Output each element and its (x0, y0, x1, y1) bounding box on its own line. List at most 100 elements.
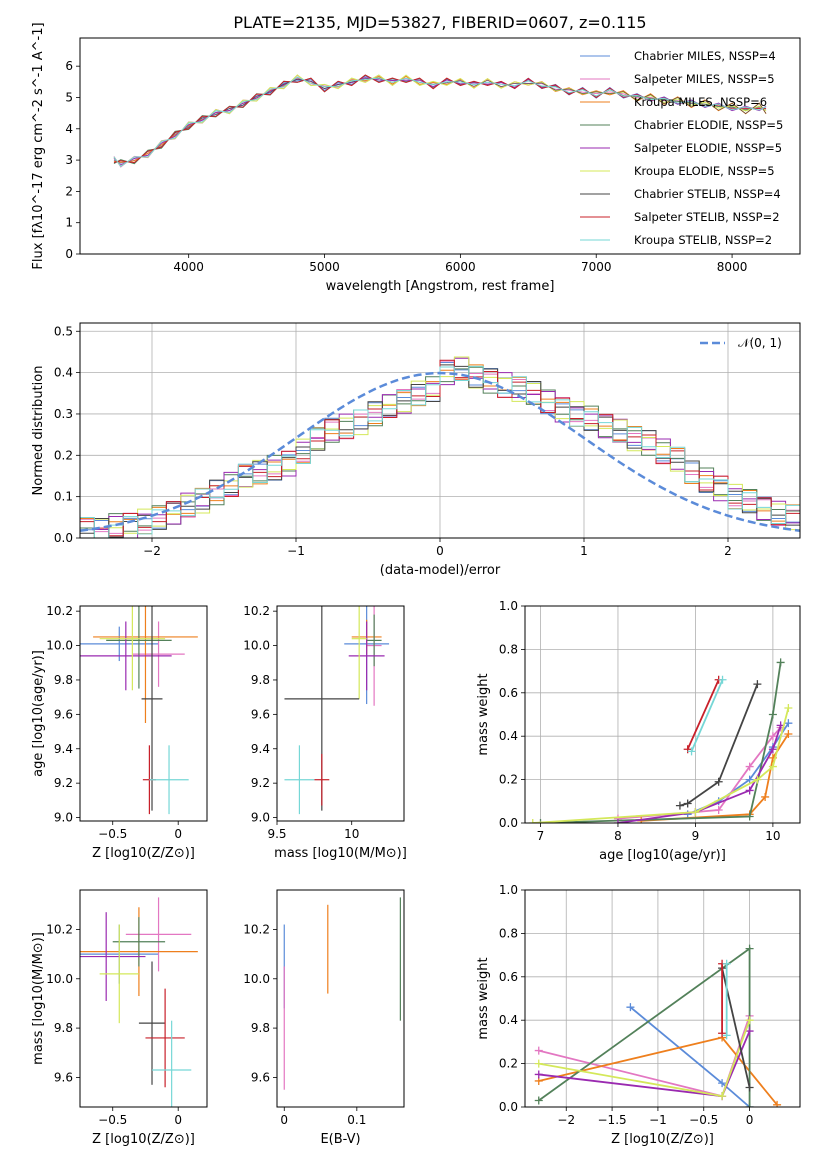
x-tick-label: −0.5 (98, 1113, 127, 1127)
x-tick-label: 0 (436, 544, 444, 558)
x-tick-label: −0.5 (98, 827, 127, 841)
plot-area (80, 356, 800, 538)
legend-label: Chabrier STELIB, NSSP=4 (634, 187, 781, 201)
x-tick-label: 9.5 (267, 827, 286, 841)
series-marker (753, 775, 762, 784)
x-tick-label: 7000 (581, 260, 612, 274)
x-axis-label: mass [log10(M/M⊙)] (274, 846, 407, 861)
panel-mass_vs_Z: −0.5 0 9.6 9.8 10.0 10.2 Z [log10(Z/Z⊙)] mass [… (31, 889, 208, 1147)
series-marker (722, 1031, 731, 1040)
x-axis-label: Z [log10(Z/Z⊙)] (92, 846, 195, 861)
y-axis-label: age [log10(age/yr)] (31, 650, 46, 777)
x-tick-label: 8 (614, 829, 622, 843)
y-tick-label: 0.2 (54, 448, 73, 462)
x-tick-label: 0 (174, 827, 182, 841)
series-marker (613, 819, 622, 823)
y-tick-label: 5 (65, 90, 73, 104)
series-marker (718, 1029, 727, 1038)
y-tick-label: 10.0 (243, 972, 270, 986)
y-tick-label: 9.6 (54, 1070, 73, 1084)
x-tick-label: −1.5 (598, 1113, 627, 1127)
y-tick-label: 0.8 (499, 926, 518, 940)
y-tick-label: 4 (65, 122, 73, 136)
y-tick-label: 10.0 (243, 639, 270, 653)
plot-area (283, 897, 401, 1090)
series-marker (626, 1003, 635, 1012)
y-axis-label: mass [log10(M/M⊙)] (31, 932, 46, 1065)
series-line (690, 679, 724, 752)
panel-massweight_vs_Z: −2 −1.5 −1 −0.5 0 0.0 0.2 0.4 0.6 0.8 1.0 Z [log10(… (476, 883, 801, 1147)
series-marker (745, 812, 754, 821)
x-axis-label: (data-model)/error (380, 563, 501, 578)
x-tick-label: 10 (344, 827, 359, 841)
y-tick-label: 10.0 (46, 972, 73, 986)
y-tick-label: 10.2 (243, 604, 270, 618)
histogram-step (80, 365, 800, 538)
y-tick-label: 9.6 (251, 1070, 270, 1084)
panel-age_vs_mass: 9.5 10 9.0 9.2 9.4 9.6 9.8 10.0 10.2 mass [log10(… (243, 604, 407, 861)
series-marker (768, 732, 777, 741)
spectrum-line (113, 76, 767, 168)
y-tick-label: 3 (65, 153, 73, 167)
plot-area (284, 606, 390, 815)
x-tick-label: −1 (649, 1113, 667, 1127)
y-tick-label: 6 (65, 59, 73, 73)
x-tick-label: 4000 (173, 260, 204, 274)
x-axis-label: Z [log10(Z/Z⊙)] (611, 1132, 714, 1147)
series-marker (718, 1079, 727, 1088)
legend-label: Salpeter STELIB, NSSP=2 (634, 210, 780, 224)
axes-frame (524, 889, 801, 1108)
series-marker (776, 658, 785, 667)
y-tick-label: 9.4 (54, 742, 73, 756)
series-marker (718, 675, 727, 684)
panel-age_vs_Z: −0.5 0 9.0 9.2 9.4 9.6 9.8 10.0 10.2 Z [log10(Z/Z… (31, 604, 208, 861)
x-axis-label: E(B-V) (320, 1132, 360, 1147)
legend-label: Kroupa STELIB, NSSP=2 (634, 233, 772, 247)
series-marker (745, 786, 754, 795)
x-tick-label: −2 (557, 1113, 575, 1127)
legend-label: Chabrier MILES, NSSP=4 (634, 49, 776, 63)
series-marker (745, 1016, 754, 1025)
axes-frame (79, 605, 208, 822)
x-tick-label: 10 (765, 829, 780, 843)
y-tick-label: 0.4 (499, 1013, 518, 1027)
y-tick-label: 0.2 (499, 773, 518, 787)
series-line (540, 662, 782, 823)
series-marker (687, 747, 696, 756)
series-marker (784, 730, 793, 739)
x-tick-label: 1 (580, 544, 588, 558)
y-axis-label: mass weight (476, 957, 491, 1039)
legend-label: Kroupa MILES, NSSP=6 (634, 95, 767, 109)
series-marker (784, 703, 793, 712)
axes-frame (524, 605, 801, 824)
figure-title: PLATE=2135, MJD=53827, FIBERID=0607, z=0… (233, 13, 646, 32)
x-tick-label: 2 (724, 544, 732, 558)
y-tick-label: 9.6 (54, 707, 73, 721)
series-marker (683, 799, 692, 808)
series-marker (761, 792, 770, 801)
series-marker (768, 745, 777, 754)
x-tick-label: −1 (287, 544, 305, 558)
series-marker (753, 680, 762, 689)
y-tick-label: 9.0 (251, 811, 270, 825)
legend-label: Kroupa ELODIE, NSSP=5 (634, 164, 775, 178)
y-tick-label: 1 (65, 216, 73, 230)
y-tick-label: 0.6 (499, 970, 518, 984)
series-line (617, 725, 782, 823)
series-line (679, 683, 759, 807)
series-marker (745, 775, 754, 784)
axes-frame (79, 889, 208, 1108)
panel-spectrum: 4000 5000 6000 7000 8000 0 1 2 3 4 5 6 wavelength [A… (31, 22, 801, 294)
x-axis-label: Z [log10(Z/Z⊙)] (92, 1132, 195, 1147)
panel-residuals: −2 −1 0 1 2 0.0 0.1 0.2 0.3 0.4 0.5 (data-model)/er… (31, 322, 801, 578)
x-axis-label: age [log10(age/yr)] (599, 848, 726, 863)
panel-massweight_vs_age: 7 8 9 10 0.0 0.2 0.4 0.6 0.8 1.0 age [log10(age/yr… (476, 599, 801, 863)
legend-label: Salpeter ELODIE, NSSP=5 (634, 141, 782, 155)
x-tick-label: 0.1 (347, 1113, 366, 1127)
x-tick-label: 9 (692, 829, 700, 843)
y-tick-label: 0.0 (499, 816, 518, 830)
series-marker (718, 1092, 727, 1101)
y-tick-label: 9.8 (54, 673, 73, 687)
